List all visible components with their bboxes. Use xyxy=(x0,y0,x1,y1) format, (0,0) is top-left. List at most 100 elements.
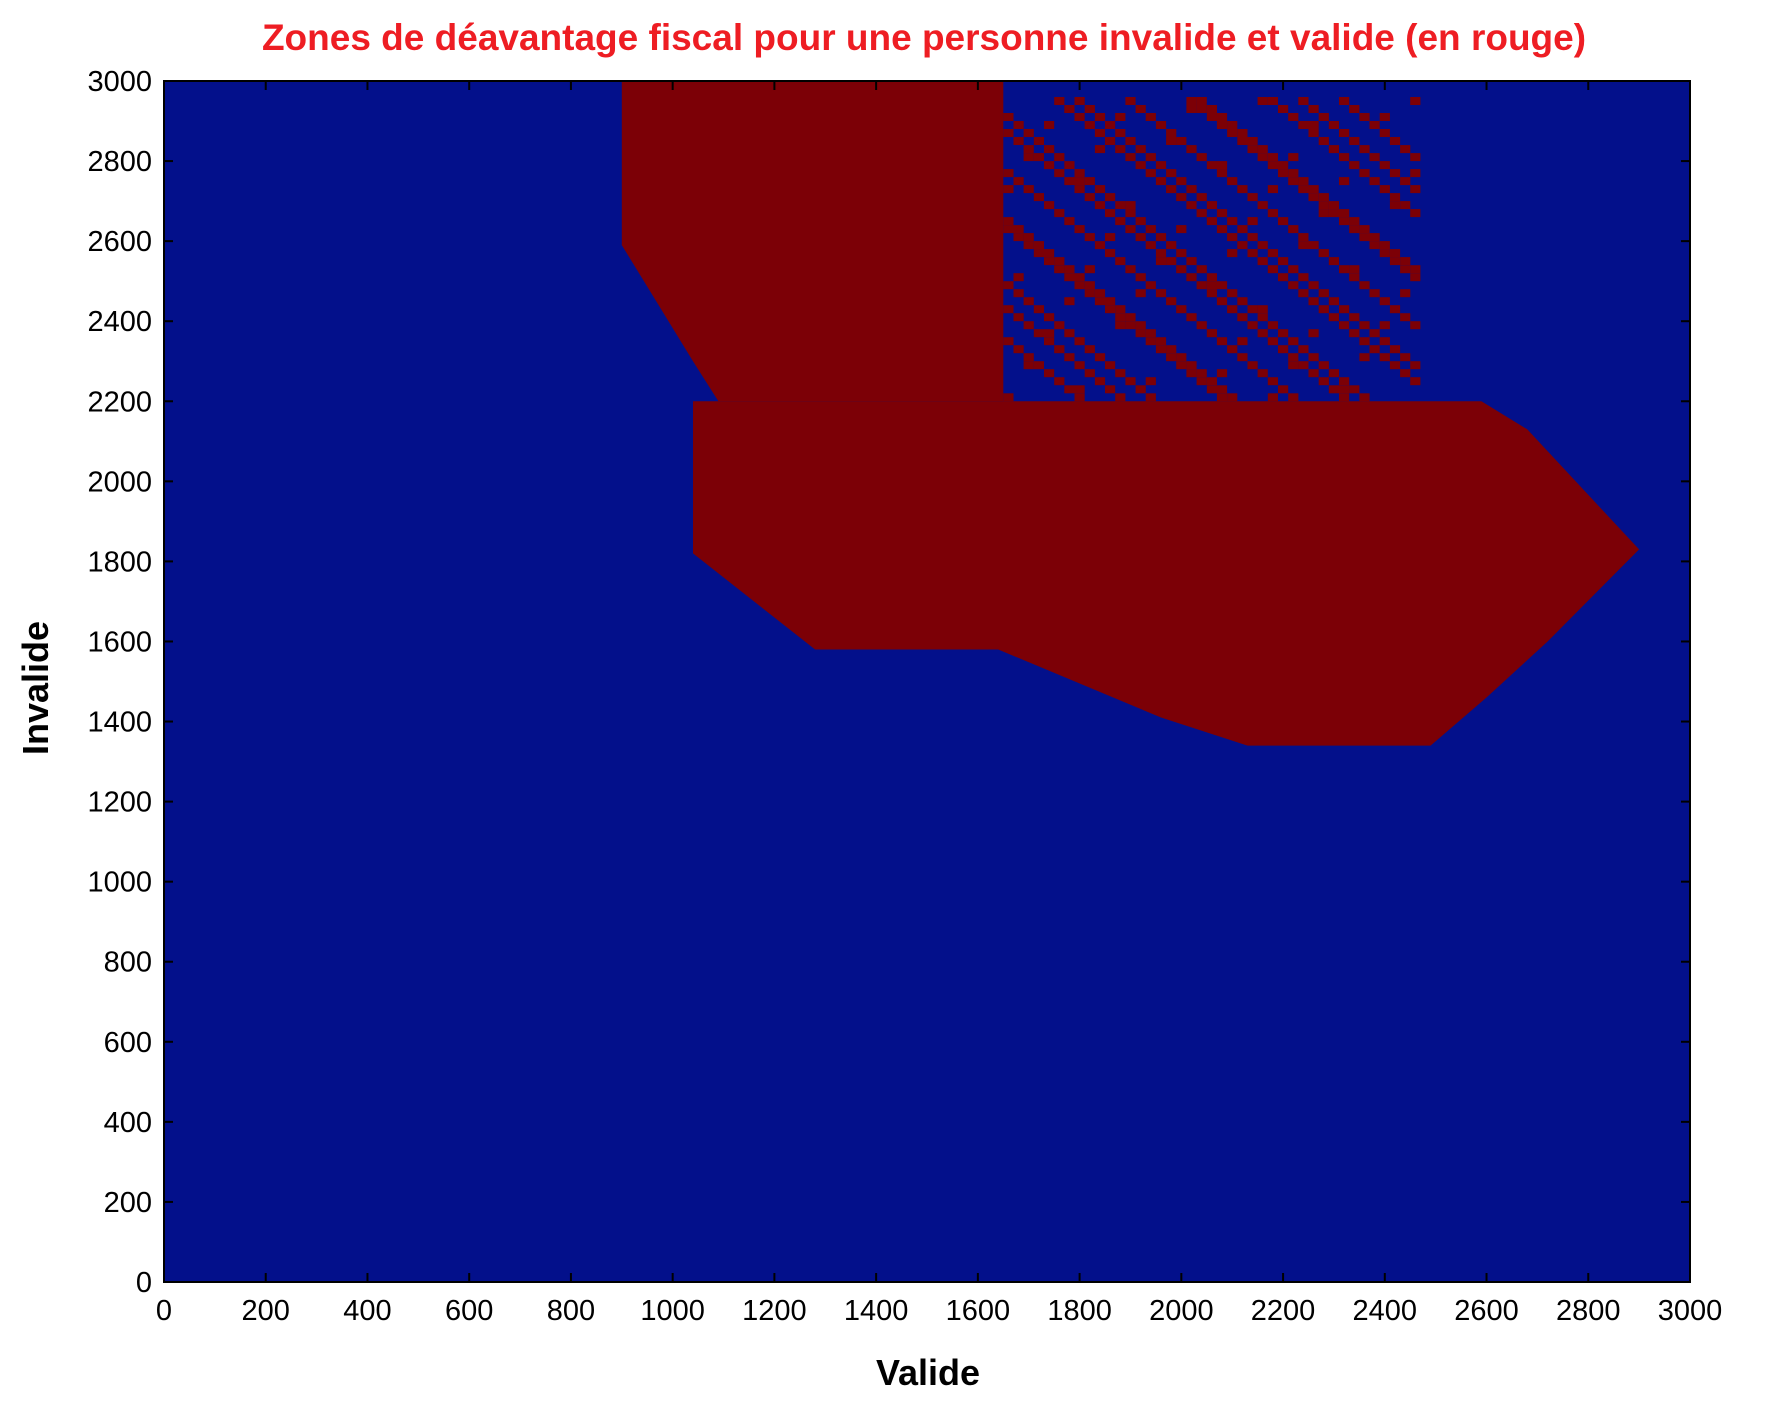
speckle-cell xyxy=(1206,377,1217,386)
speckle-cell xyxy=(1237,129,1248,137)
speckle-cell xyxy=(1054,209,1065,218)
plot-frame xyxy=(163,80,1691,1283)
speckle-cell xyxy=(1054,321,1065,330)
speckle-cell xyxy=(1359,145,1370,154)
x-tick-label: 800 xyxy=(547,1295,595,1327)
speckle-cell xyxy=(1105,385,1116,394)
x-tick-label: 1600 xyxy=(946,1295,1011,1327)
speckle-cell xyxy=(1308,121,1319,129)
speckle-cell xyxy=(1115,369,1126,378)
y-tick-label: 1400 xyxy=(87,707,152,739)
speckle-cell xyxy=(1084,193,1095,202)
speckle-cell xyxy=(1186,145,1197,154)
speckle-cell xyxy=(1410,321,1421,330)
speckle-cell xyxy=(1196,193,1207,202)
x-tick-label: 2200 xyxy=(1251,1295,1316,1327)
speckle-cell xyxy=(1115,129,1126,137)
speckle-cell xyxy=(1074,385,1085,394)
speckle-cell xyxy=(1349,329,1360,338)
x-tick-label: 1200 xyxy=(742,1295,807,1327)
speckle-cell xyxy=(1339,305,1350,314)
speckle-cell xyxy=(1196,369,1207,378)
speckle-cell xyxy=(1094,201,1106,210)
speckle-cell xyxy=(1369,241,1380,250)
speckle-cell xyxy=(1003,393,1014,402)
speckle-cell xyxy=(1237,241,1248,250)
speckle-cell xyxy=(1115,217,1126,226)
speckle-cell xyxy=(1298,273,1309,282)
speckle-cell xyxy=(1267,161,1278,170)
speckle-cell xyxy=(1084,121,1095,129)
y-tick-label: 0 xyxy=(136,1267,152,1299)
speckle-cell xyxy=(1267,97,1278,105)
speckle-cell xyxy=(1278,273,1289,282)
speckle-cell xyxy=(1033,153,1044,162)
speckle-cell xyxy=(1023,129,1034,137)
speckle-cell xyxy=(1166,169,1177,178)
speckle-cell xyxy=(1186,97,1197,105)
speckle-cell xyxy=(1044,369,1055,378)
speckle-cell xyxy=(1084,289,1095,298)
speckle-cell xyxy=(1267,249,1278,258)
speckle-cell xyxy=(1339,177,1350,186)
speckle-cell xyxy=(1054,257,1065,266)
speckle-cell xyxy=(1176,193,1187,202)
speckle-cell xyxy=(1410,169,1421,178)
speckle-cell xyxy=(1257,257,1268,266)
speckle-cell xyxy=(1237,137,1248,145)
speckle-cell xyxy=(1328,313,1339,322)
speckle-cell xyxy=(1227,129,1238,137)
speckle-cell xyxy=(1247,249,1258,258)
speckle-cell xyxy=(1074,273,1085,282)
speckle-cell xyxy=(1318,201,1329,210)
speckle-cell xyxy=(1094,129,1106,137)
speckle-cell xyxy=(1267,377,1278,386)
speckle-cell xyxy=(1308,369,1319,378)
speckle-cell xyxy=(1339,385,1350,394)
speckle-cell xyxy=(1013,289,1024,298)
speckle-cell xyxy=(1369,289,1380,298)
speckle-cell xyxy=(1074,393,1085,402)
speckle-cell xyxy=(1278,257,1289,266)
speckle-cell xyxy=(1176,177,1187,186)
speckle-cell xyxy=(1400,145,1411,154)
plot-area xyxy=(164,81,1690,1282)
speckle-cell xyxy=(1288,169,1299,178)
speckle-cell xyxy=(1257,313,1268,322)
speckle-cell xyxy=(1166,257,1177,266)
speckle-cell xyxy=(1328,257,1339,266)
speckle-cell xyxy=(1288,353,1299,362)
speckle-cell xyxy=(1176,225,1187,234)
speckle-cell xyxy=(1115,305,1126,314)
speckle-cell xyxy=(1206,385,1217,394)
speckle-cell xyxy=(1033,249,1044,258)
speckle-pattern xyxy=(1003,97,1421,402)
speckle-cell xyxy=(1084,265,1095,274)
speckle-cell xyxy=(1135,233,1146,242)
speckle-cell xyxy=(1155,249,1167,258)
speckle-cell xyxy=(1288,113,1299,121)
speckle-cell xyxy=(1379,337,1390,346)
speckle-cell xyxy=(1074,281,1085,290)
y-tick-label: 2400 xyxy=(87,306,152,338)
speckle-cell xyxy=(1389,169,1401,178)
y-tick-label: 1000 xyxy=(87,867,152,899)
speckle-cell xyxy=(1186,273,1197,282)
speckle-cell xyxy=(1206,281,1217,290)
speckle-cell xyxy=(1013,177,1024,186)
speckle-cell xyxy=(1349,385,1360,394)
speckle-cell xyxy=(1054,265,1065,274)
speckle-cell xyxy=(1389,201,1401,210)
speckle-cell xyxy=(1369,121,1380,129)
speckle-cell xyxy=(1247,137,1258,145)
speckle-cell xyxy=(1003,169,1014,178)
speckle-cell xyxy=(1094,113,1106,121)
speckle-cell xyxy=(1247,233,1258,242)
speckle-cell xyxy=(1237,313,1248,322)
speckle-cell xyxy=(1410,153,1421,162)
speckle-cell xyxy=(1359,337,1370,346)
disadvantage-region-upper-left xyxy=(621,81,1004,402)
speckle-cell xyxy=(1308,281,1319,290)
speckle-cell xyxy=(1379,249,1390,258)
